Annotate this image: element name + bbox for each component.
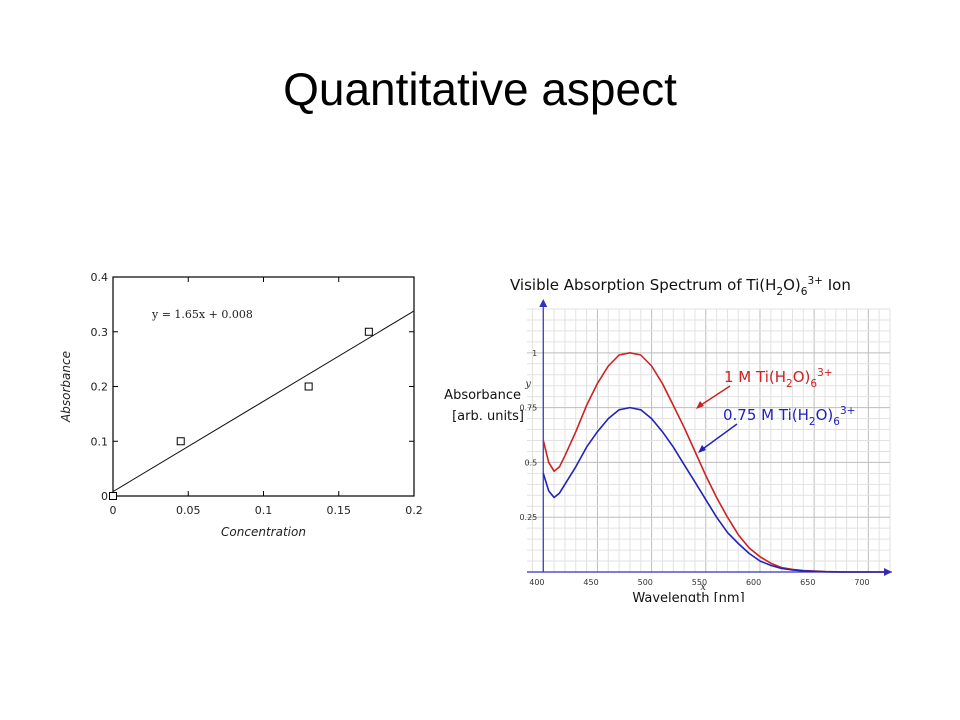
spectrum-chart: y x 0.25 0.5 0.75 1 400 450 500 550 600 650 700 1 M T… (444, 275, 892, 602)
x-tick-label: 0.1 (255, 504, 273, 517)
x-tick-label: 0 (110, 504, 117, 517)
x-axis-label: Concentration (221, 525, 306, 539)
x-tick-label: 0.2 (405, 504, 423, 517)
x-tick-label: 700 (854, 578, 869, 587)
y-tick-label: 0.25 (519, 513, 537, 522)
y-tick-label: 1 (532, 349, 537, 358)
x-tick-label: 650 (800, 578, 815, 587)
x-axis-letter: x (700, 582, 706, 593)
slide-title: Quantitative aspect (283, 63, 677, 115)
calibration-chart: 0 0.1 0.2 0.3 0.4 0 0.05 0.1 0.15 0.2 y = 1.65x + … (59, 271, 423, 539)
fit-line (112, 310, 415, 493)
data-point (364, 327, 373, 336)
data-point (109, 492, 117, 500)
y-axis-arrow (539, 299, 548, 307)
x-tick-label: 550 (692, 578, 707, 587)
y-tick-label: 0.5 (525, 458, 538, 467)
series-line-2 (542, 406, 890, 573)
series-arrow-2 (699, 423, 738, 452)
y-axis-letter: y (524, 379, 531, 390)
chart-title: Visible Absorption Spectrum of Ti(H2O)63… (510, 275, 851, 298)
x-tick-label: 450 (583, 578, 598, 587)
y-tick-label: 0 (101, 490, 108, 503)
grid (527, 308, 891, 572)
x-tick-label: 600 (746, 578, 761, 587)
x-axis-label: Wavelength [nm] (632, 591, 744, 602)
x-tick-label: 400 (529, 578, 544, 587)
x-tick-label: 500 (638, 578, 653, 587)
series-label-2: 0.75 M Ti(H2O)63+ (723, 405, 855, 428)
series-arrow-1 (697, 385, 731, 408)
y-tick-label: 0.75 (519, 404, 537, 413)
series-arrow-head-1 (696, 401, 704, 409)
series-arrow-head-2 (698, 445, 706, 453)
y-tick-label: 0.1 (91, 435, 109, 448)
y-axis-label-line2: [arb. units] (452, 409, 524, 424)
data-point (304, 382, 313, 391)
x-tick-label: 0.05 (176, 504, 201, 517)
fit-equation: y = 1.65x + 0.008 (151, 308, 253, 321)
y-axis-label: Absorbance (59, 351, 73, 423)
data-point (176, 437, 185, 446)
series-label-1: 1 M Ti(H2O)63+ (724, 367, 833, 390)
y-tick-label: 0.3 (91, 326, 109, 339)
y-axis-label-line1: Absorbance (444, 388, 521, 403)
y-tick-label: 0.2 (91, 381, 109, 394)
x-tick-label: 0.15 (327, 504, 352, 517)
y-tick-label: 0.4 (91, 271, 109, 284)
